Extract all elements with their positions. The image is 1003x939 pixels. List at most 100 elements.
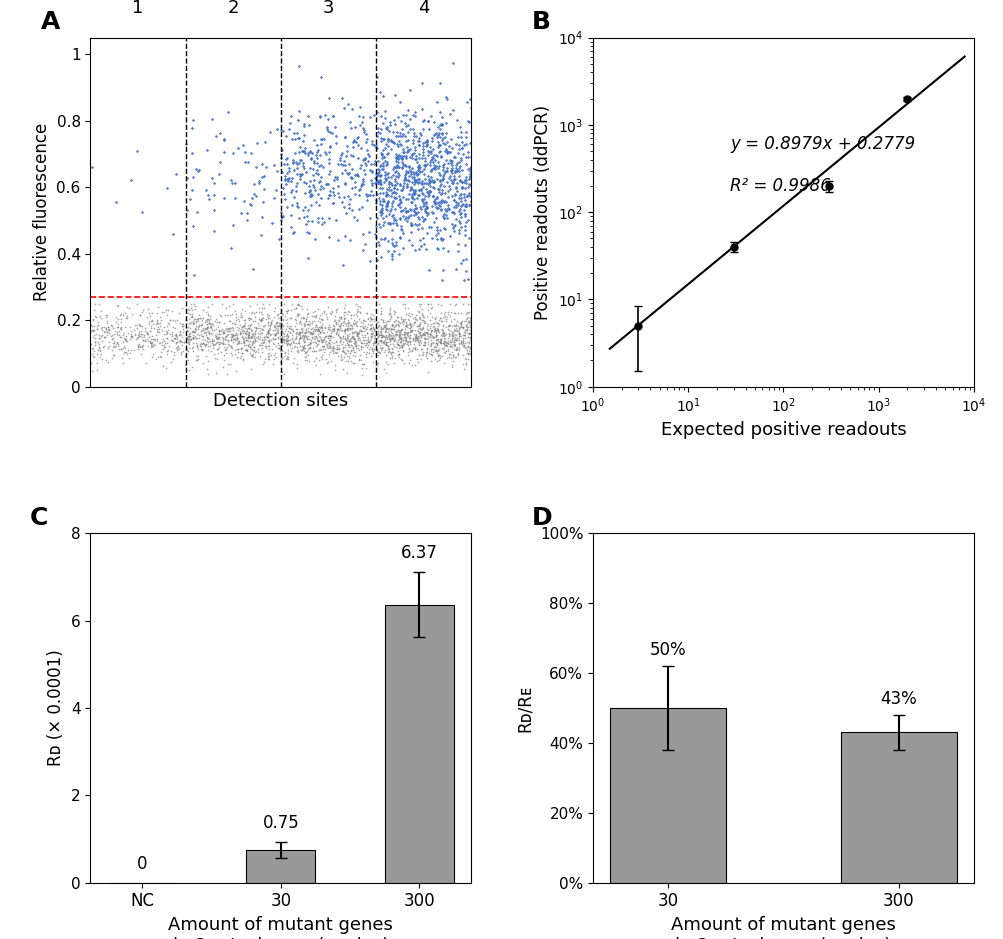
Point xyxy=(347,339,363,354)
Point xyxy=(292,140,308,155)
Point xyxy=(448,341,464,356)
Point xyxy=(321,338,337,353)
Point xyxy=(336,307,352,322)
Point xyxy=(349,166,365,181)
Point xyxy=(390,346,406,362)
Point xyxy=(291,103,307,118)
Point xyxy=(248,305,264,320)
Point xyxy=(385,315,401,330)
Point xyxy=(391,136,407,151)
Point xyxy=(399,334,415,349)
Point xyxy=(432,331,448,346)
Point xyxy=(83,323,99,338)
Point xyxy=(180,319,196,334)
Point xyxy=(295,311,311,326)
Point xyxy=(263,315,279,330)
Point xyxy=(209,329,225,344)
Point xyxy=(377,320,393,335)
Point xyxy=(434,324,450,339)
Point xyxy=(271,341,287,356)
Point xyxy=(431,174,447,189)
Point xyxy=(370,164,386,179)
Point xyxy=(405,331,421,346)
Point xyxy=(291,168,307,183)
Point xyxy=(281,333,297,348)
Point xyxy=(379,146,395,161)
Point xyxy=(230,335,246,350)
Point xyxy=(97,308,113,323)
Point xyxy=(233,335,249,350)
Point xyxy=(157,302,174,317)
Point xyxy=(435,333,451,348)
Point xyxy=(419,177,435,192)
Point xyxy=(125,322,141,337)
Point xyxy=(194,339,210,354)
Point xyxy=(187,323,203,338)
Point xyxy=(450,326,466,341)
Point xyxy=(113,350,129,365)
Point xyxy=(373,131,389,146)
Point xyxy=(395,355,411,370)
Point xyxy=(408,166,424,181)
Point xyxy=(429,321,445,336)
Point xyxy=(207,314,223,329)
Point xyxy=(390,318,406,333)
Point xyxy=(403,151,419,166)
Point xyxy=(375,329,391,344)
Point xyxy=(384,331,400,346)
Point xyxy=(227,303,243,318)
Point xyxy=(286,162,302,177)
Point xyxy=(150,349,166,364)
Point xyxy=(432,230,448,245)
Point xyxy=(410,310,426,325)
Point xyxy=(374,329,390,344)
Point xyxy=(369,347,385,362)
Point xyxy=(398,176,414,191)
Point xyxy=(399,210,415,225)
Point xyxy=(445,338,461,353)
Point xyxy=(379,122,395,137)
Point xyxy=(350,201,366,216)
Point xyxy=(230,140,246,155)
Point xyxy=(200,324,216,339)
Point xyxy=(411,199,427,214)
Point xyxy=(408,331,424,346)
Point xyxy=(381,217,397,232)
Point xyxy=(397,170,413,185)
Point xyxy=(317,319,333,334)
Point xyxy=(169,343,185,358)
Point xyxy=(230,322,246,337)
Point xyxy=(340,351,356,366)
Point xyxy=(325,317,341,332)
Point xyxy=(348,306,364,321)
Point xyxy=(425,318,441,333)
Point xyxy=(138,325,154,340)
Point xyxy=(300,118,316,133)
Point xyxy=(418,325,434,340)
Point xyxy=(442,162,458,177)
Point xyxy=(393,327,409,342)
Point xyxy=(90,317,106,332)
Point xyxy=(388,323,404,338)
Point xyxy=(243,362,259,377)
Point xyxy=(424,189,440,204)
Point xyxy=(207,351,223,366)
Point xyxy=(344,356,360,371)
Point xyxy=(351,326,367,341)
Point xyxy=(425,330,441,345)
Point xyxy=(387,186,403,201)
Point xyxy=(344,180,360,195)
Point xyxy=(341,165,357,180)
Point xyxy=(294,331,310,346)
Point xyxy=(320,124,336,139)
Point xyxy=(267,322,283,337)
Point xyxy=(142,323,158,338)
Point xyxy=(385,329,401,344)
Point xyxy=(233,325,249,340)
Point xyxy=(440,349,456,364)
Point xyxy=(273,150,289,165)
Point xyxy=(314,340,330,355)
Point xyxy=(432,130,448,145)
Point xyxy=(129,296,145,311)
Point xyxy=(437,344,453,359)
